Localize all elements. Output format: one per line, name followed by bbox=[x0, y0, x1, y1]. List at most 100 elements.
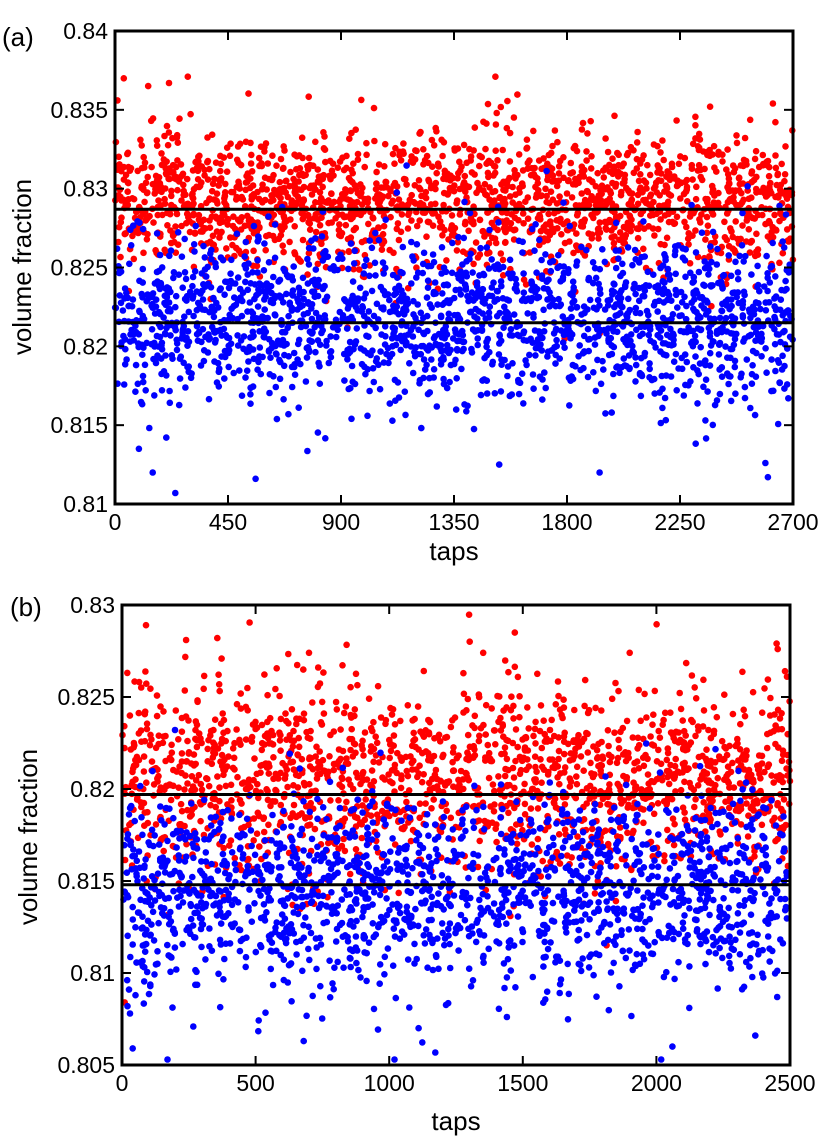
panel-a-series-1-point-1361 bbox=[242, 179, 250, 186]
panel-a-series-2-point-1530 bbox=[484, 335, 492, 343]
panel-a-series-2-point-1739 bbox=[349, 278, 357, 285]
panel-a-series-2-point-1501 bbox=[470, 297, 477, 304]
panel-a-series-2-point-1784 bbox=[693, 308, 700, 316]
panel-b-series-1-point-431 bbox=[251, 755, 258, 762]
panel-a-series-2-point-1005 bbox=[572, 363, 579, 370]
panel-b-series-1-point-943 bbox=[755, 752, 763, 759]
panel-a-series-2-point-1694 bbox=[139, 312, 147, 320]
panel-b-series-1-point-269 bbox=[767, 694, 774, 702]
panel-a-series-2-point-1353 bbox=[167, 247, 175, 254]
panel-b-series-1-point-1273 bbox=[266, 763, 273, 770]
panel-a-series-2-point-1275 bbox=[718, 307, 726, 315]
panel-a-series-2-point-1736 bbox=[637, 354, 645, 362]
panel-a-series-2-point-905 bbox=[382, 216, 390, 223]
panel-a-series-1-point-1775 bbox=[610, 164, 617, 171]
panel-a-series-2-point-1398 bbox=[734, 289, 742, 296]
panel-a-series-1-point-40 bbox=[350, 265, 357, 273]
panel-a-series-2-point-1274 bbox=[631, 246, 639, 254]
panel-a-x-tick-label-5: 2250 bbox=[654, 509, 705, 535]
panel-a-series-2-point-116 bbox=[768, 356, 775, 363]
panel-a-series-1-point-1410 bbox=[357, 192, 364, 200]
panel-a-series-2-point-939 bbox=[382, 264, 389, 272]
panel-a-series-1-point-611 bbox=[250, 247, 257, 255]
panel-a-series-1-point-24 bbox=[704, 222, 712, 229]
panel-a-series-1-point-1653 bbox=[300, 196, 308, 203]
panel-a-series-1-point-1464 bbox=[697, 166, 704, 174]
panel-a-series-2-point-1552 bbox=[354, 295, 362, 302]
panel-a-series-2-point-889 bbox=[680, 392, 688, 399]
panel-a-series-2-point-1746 bbox=[272, 350, 280, 357]
panel-a-series-1-point-1224 bbox=[595, 192, 603, 199]
panel-a-series-1-point-1262 bbox=[339, 211, 346, 219]
panel-a-series-2-point-462 bbox=[291, 371, 299, 379]
panel-a-series-2-point-1109 bbox=[771, 340, 779, 348]
panel-a-series-2-point-1670 bbox=[240, 345, 247, 353]
panel-a-series-1-point-954 bbox=[402, 176, 409, 183]
panel-b-series-1-point-1223 bbox=[462, 769, 470, 777]
panel-a-series-1-point-895 bbox=[174, 139, 182, 146]
panel-a-series-1-point-1539 bbox=[668, 163, 676, 171]
panel-a-series-1-point-472 bbox=[355, 266, 363, 273]
panel-a-series-2-point-1465 bbox=[343, 325, 351, 332]
panel-a-series-1-point-290 bbox=[556, 193, 563, 200]
panel-a-series-2-point-1084 bbox=[264, 314, 272, 322]
panel-a-series-2-point-662 bbox=[757, 305, 764, 313]
panel-a-series-1-point-1198 bbox=[345, 174, 353, 182]
panel-b-series-1-point-616 bbox=[705, 787, 713, 794]
panel-a-series-2-point-1422 bbox=[515, 237, 523, 245]
panel-a-series-1-point-1676 bbox=[268, 175, 276, 183]
panel-a-series-1-point-1427 bbox=[454, 145, 462, 152]
panel-a-series-2-point-158 bbox=[483, 244, 491, 251]
panel-a-series-2-point-375 bbox=[379, 259, 387, 266]
panel-b-series-1-point-1187 bbox=[504, 766, 512, 774]
panel-a-series-2-point-1435 bbox=[569, 278, 577, 286]
panel-a-series-2-point-1793 bbox=[166, 305, 173, 313]
panel-a-series-2-point-1002 bbox=[753, 349, 760, 357]
panel-a-series-1-point-870 bbox=[191, 229, 199, 237]
panel-a-series-2-point-514 bbox=[458, 277, 465, 285]
panel-b-series-1-point-533 bbox=[744, 833, 752, 840]
panel-a-series-2-point-54 bbox=[629, 261, 636, 269]
panel-a-series-1-point-839 bbox=[321, 146, 329, 153]
panel-a-series-2-point-239 bbox=[716, 339, 724, 347]
panel-a-series-1-point-1686 bbox=[215, 176, 223, 184]
panel-b-series-1-point-1205 bbox=[253, 770, 261, 778]
panel-a-series-1-point-1195 bbox=[174, 186, 181, 194]
panel-b-series-1-point-1255 bbox=[194, 697, 201, 704]
panel-b-series-1-point-577 bbox=[469, 722, 476, 729]
panel-a-series-1-point-1614 bbox=[638, 156, 646, 163]
panel-a-series-2-point-798 bbox=[424, 277, 432, 285]
panel-a-series-2-point-196 bbox=[555, 295, 562, 303]
panel-a-series-2-point-1263 bbox=[199, 296, 207, 303]
panel-a-series-2-point-1185 bbox=[739, 209, 746, 217]
panel-b-series-1-point-1318 bbox=[677, 705, 685, 713]
panel-a-series-2-point-849 bbox=[166, 252, 173, 260]
panel-a-series-1-point-931 bbox=[610, 239, 618, 247]
panel-b-series-1-point-589 bbox=[622, 749, 629, 756]
panel-a-series-2-point-1753 bbox=[234, 315, 241, 323]
panel-b-series-1-point-1202 bbox=[580, 767, 587, 774]
panel-a-series-2-point-1623 bbox=[195, 328, 203, 336]
panel-a-series-1-point-1366 bbox=[349, 169, 357, 177]
panel-b-series-1-point-486 bbox=[254, 794, 262, 802]
panel-a-series-2-point-10 bbox=[727, 397, 735, 405]
panel-a-series-2-point-883 bbox=[285, 312, 292, 320]
panel-a-series-2-point-1373 bbox=[666, 271, 673, 279]
panel-a-series-2-point-1778 bbox=[397, 332, 405, 340]
panel-a-series-2-point-1083 bbox=[527, 335, 534, 343]
panel-a-series-2-point-1685 bbox=[172, 303, 179, 311]
panel-a-series-2-point-903 bbox=[375, 361, 382, 369]
panel-a-series-1-point-1492 bbox=[262, 140, 270, 147]
panel-a-series-2-point-1188 bbox=[312, 281, 319, 289]
panel-a-series-2-point-1101 bbox=[691, 332, 699, 340]
panel-a-series-2-point-1313 bbox=[366, 237, 374, 244]
panel-b-series-1-point-1000 bbox=[170, 782, 177, 790]
panel-b-series-1-point-630 bbox=[500, 707, 507, 714]
panel-b-series-1-point-643 bbox=[428, 805, 435, 812]
panel-b-series-1-point-885 bbox=[591, 890, 599, 897]
panel-b-series-1-point-739 bbox=[420, 771, 428, 778]
panel-a-series-2-point-1596 bbox=[700, 281, 707, 289]
panel-a-series-2-point-1698 bbox=[770, 387, 777, 395]
panel-a-y-tick-label-6: 0.84 bbox=[63, 18, 108, 44]
panel-a-series-1-point-1030 bbox=[143, 236, 151, 243]
